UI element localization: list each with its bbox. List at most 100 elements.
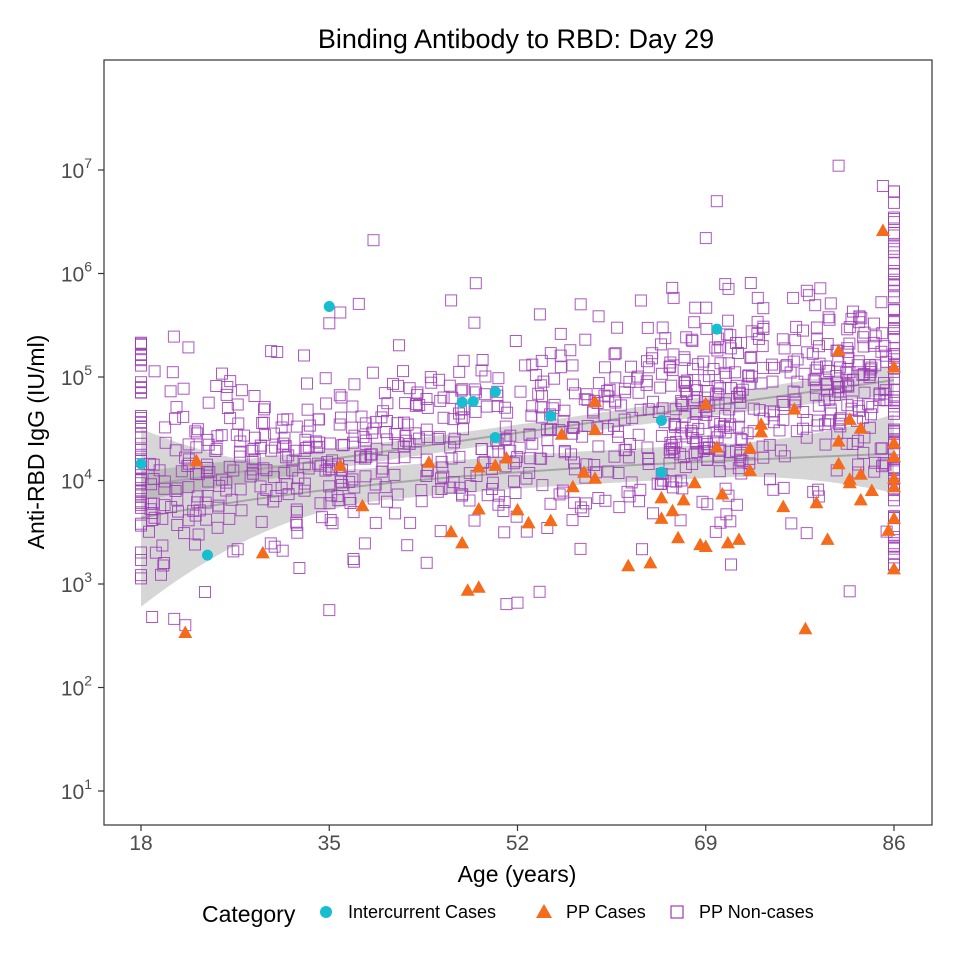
- point-pp-non-case: [578, 393, 591, 406]
- point-pp-non-case: [822, 414, 834, 427]
- legend-title: Category: [202, 901, 296, 927]
- point-pp-non-case: [888, 246, 900, 259]
- point-pp-non-case: [666, 364, 679, 377]
- point-pp-non-case: [393, 339, 405, 352]
- point-pp-case: [831, 343, 846, 357]
- point-pp-case: [643, 555, 658, 569]
- point-pp-non-case: [614, 399, 627, 412]
- point-pp-non-case: [879, 458, 892, 471]
- point-pp-non-case: [398, 416, 410, 429]
- point-pp-non-case: [767, 405, 780, 418]
- point-pp-non-case: [309, 435, 322, 448]
- point-pp-non-case: [169, 412, 181, 425]
- point-pp-non-case: [690, 391, 703, 404]
- x-axis-title: Age (years): [458, 861, 577, 887]
- point-pp-non-case: [712, 396, 725, 409]
- point-pp-case: [565, 479, 580, 493]
- point-pp-non-case: [888, 539, 900, 552]
- point-pp-non-case: [432, 432, 445, 445]
- point-pp-non-case: [500, 433, 513, 446]
- point-pp-non-case: [869, 330, 882, 343]
- point-pp-non-case: [298, 349, 310, 362]
- point-pp-non-case: [700, 322, 713, 335]
- point-pp-non-case: [697, 355, 710, 368]
- point-pp-non-case: [724, 418, 737, 431]
- point-pp-non-case: [851, 359, 864, 372]
- point-pp-non-case: [567, 422, 580, 434]
- point-pp-non-case: [812, 483, 825, 496]
- point-pp-non-case: [678, 351, 691, 364]
- point-pp-non-case: [190, 441, 203, 454]
- point-intercurrent-case: [489, 432, 501, 444]
- point-pp-case: [576, 465, 591, 478]
- point-pp-non-case: [453, 365, 466, 378]
- point-pp-non-case: [135, 353, 147, 366]
- point-pp-non-case: [566, 514, 579, 527]
- point-pp-non-case: [135, 495, 147, 508]
- point-pp-non-case: [165, 501, 178, 513]
- point-pp-non-case: [202, 396, 215, 409]
- point-pp-non-case: [790, 320, 803, 333]
- point-pp-non-case: [457, 354, 470, 367]
- point-pp-non-case: [744, 277, 757, 289]
- point-pp-non-case: [888, 373, 900, 386]
- point-pp-non-case: [177, 382, 190, 395]
- point-pp-non-case: [791, 375, 804, 388]
- point-pp-non-case: [856, 411, 869, 424]
- point-pp-non-case: [159, 421, 172, 434]
- point-pp-non-case: [401, 539, 414, 552]
- point-pp-non-case: [335, 391, 348, 404]
- point-pp-non-case: [807, 374, 820, 387]
- legend-label: PP Cases: [566, 902, 646, 922]
- point-pp-non-case: [509, 335, 522, 347]
- point-pp-non-case: [690, 408, 703, 420]
- point-pp-non-case: [601, 423, 614, 436]
- point-pp-case: [471, 502, 486, 515]
- point-pp-non-case: [404, 516, 417, 529]
- point-pp-non-case: [699, 232, 712, 245]
- point-pp-non-case: [397, 365, 409, 378]
- point-pp-non-case: [298, 477, 311, 490]
- point-pp-non-case: [655, 338, 667, 351]
- point-pp-non-case: [641, 441, 654, 454]
- point-pp-non-case: [745, 350, 758, 363]
- point-pp-case: [887, 436, 901, 449]
- point-pp-non-case: [215, 429, 228, 442]
- point-pp-non-case: [865, 361, 878, 374]
- point-pp-non-case: [744, 352, 757, 364]
- point-pp-non-case: [874, 442, 887, 455]
- point-pp-non-case: [265, 444, 278, 457]
- point-pp-non-case: [663, 360, 676, 373]
- point-pp-non-case: [608, 348, 621, 361]
- point-pp-non-case: [667, 348, 680, 361]
- point-pp-non-case: [725, 558, 737, 571]
- point-pp-case: [189, 453, 204, 467]
- point-pp-non-case: [269, 441, 282, 454]
- point-pp-non-case: [632, 428, 645, 441]
- point-pp-non-case: [888, 196, 900, 209]
- point-pp-non-case: [358, 537, 371, 550]
- point-pp-non-case: [580, 458, 593, 471]
- point-pp-non-case: [592, 440, 605, 453]
- point-pp-non-case: [565, 448, 577, 461]
- point-pp-non-case: [248, 390, 261, 402]
- point-pp-non-case: [257, 462, 270, 475]
- point-pp-non-case: [388, 451, 401, 464]
- point-pp-non-case: [625, 360, 637, 373]
- point-pp-non-case: [857, 340, 870, 353]
- legend-label: Intercurrent Cases: [348, 902, 496, 922]
- y-tick-label: 103: [61, 569, 92, 597]
- point-pp-non-case: [641, 355, 653, 368]
- point-pp-non-case: [613, 501, 626, 514]
- point-pp-non-case: [800, 527, 813, 540]
- point-pp-case: [455, 535, 470, 549]
- point-pp-non-case: [469, 277, 482, 290]
- point-pp-non-case: [348, 378, 361, 391]
- point-pp-non-case: [234, 483, 247, 496]
- point-pp-non-case: [420, 423, 433, 436]
- point-pp-non-case: [299, 433, 312, 446]
- point-pp-non-case: [612, 467, 625, 479]
- point-pp-non-case: [344, 497, 357, 509]
- point-intercurrent-case: [655, 466, 667, 478]
- point-pp-non-case: [707, 416, 720, 429]
